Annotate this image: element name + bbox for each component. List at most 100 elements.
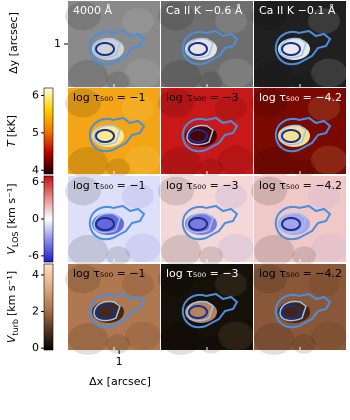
image-patch	[68, 323, 108, 355]
panel: log τ₅₀₀ = −4.2	[251, 88, 347, 179]
image-patch	[254, 60, 294, 92]
x-axis-label: Δx [arcsec]	[89, 375, 151, 388]
image-patch	[218, 58, 254, 88]
panel: 4000 Å	[65, 1, 161, 92]
image-patch	[161, 60, 201, 92]
panel: log τ₅₀₀ = −1	[65, 176, 161, 267]
image-patch	[311, 321, 347, 351]
colorbar	[43, 263, 54, 351]
colorbar-label-part: V	[5, 334, 18, 343]
image-patch	[292, 71, 316, 91]
colorbar-label-part: V	[5, 246, 18, 255]
image-patch	[218, 145, 254, 175]
panel: log τ₅₀₀ = −4.2	[251, 176, 347, 267]
image-patch	[122, 95, 154, 121]
image-patch	[215, 8, 247, 34]
image-patch	[125, 321, 161, 351]
y-axis-label: Δy [arcsec]	[7, 12, 20, 74]
panel-title: 4000 Å	[73, 4, 112, 17]
colorbar-tick-label: 0	[32, 212, 39, 225]
image-patch	[215, 183, 247, 209]
colorbar-tick-label: 6	[32, 88, 39, 101]
panels: 4000 Å Ca II K −0.6 Å Ca II K −0.1 Å log τ₅…	[65, 1, 347, 355]
colorbar	[43, 175, 54, 263]
image-patch	[65, 264, 101, 294]
colorbar-tick-label: 4	[32, 163, 39, 176]
image-patch	[292, 246, 316, 266]
y-tick-label: 1	[54, 37, 61, 50]
image-patch	[218, 233, 254, 263]
colorbar-label: T [kK]	[5, 115, 18, 147]
image-patch	[106, 246, 130, 266]
image-patch	[311, 145, 347, 175]
image-patch	[161, 235, 201, 267]
image-patch	[199, 334, 223, 354]
image-patch	[215, 271, 247, 297]
image-patch	[68, 235, 108, 267]
panel: log τ₅₀₀ = −3	[158, 176, 254, 267]
image-patch	[68, 147, 108, 179]
panel: log τ₅₀₀ = −3	[158, 88, 254, 179]
colorbar-label: Vturb [km s⁻¹]	[5, 271, 20, 343]
colorbar-tick-label: -6	[28, 249, 39, 262]
image-patch	[218, 321, 254, 351]
image-patch	[158, 176, 194, 206]
image-patch	[106, 71, 130, 91]
colorbar-label-part: turb	[11, 319, 20, 336]
image-patch	[158, 264, 194, 294]
image-patch	[292, 158, 316, 178]
colorbar-tick-label: 0	[32, 341, 39, 354]
image-patch	[251, 264, 287, 294]
image-patch	[161, 147, 201, 179]
panel-title: log τ₅₀₀ = −3	[166, 267, 239, 280]
image-patch	[125, 145, 161, 175]
image-patch	[254, 235, 294, 267]
image-patch	[199, 158, 223, 178]
colorbar-label-part: [km s⁻¹]	[5, 183, 18, 228]
panel: Ca II K −0.1 Å	[251, 1, 347, 92]
colorbar-label: VLOS [km s⁻¹]	[5, 183, 20, 254]
colorbar	[43, 87, 54, 175]
image-patch	[199, 71, 223, 91]
panel-title: log τ₅₀₀ = −3	[166, 91, 239, 104]
panel-title: log τ₅₀₀ = −4.2	[259, 179, 342, 192]
panel: log τ₅₀₀ = −1	[65, 264, 161, 355]
image-patch	[158, 1, 194, 31]
panel: log τ₅₀₀ = −1	[65, 88, 161, 179]
image-patch	[106, 158, 130, 178]
image-patch	[158, 88, 194, 118]
image-patch	[125, 233, 161, 263]
image-patch	[106, 334, 130, 354]
panel-title: Ca II K −0.6 Å	[166, 4, 243, 17]
colorbar-label-part: LOS	[11, 232, 20, 248]
panel-title: log τ₅₀₀ = −1	[73, 91, 146, 104]
colorbar-tick-label: 6	[32, 175, 39, 188]
image-patch	[122, 183, 154, 209]
image-patch	[199, 246, 223, 266]
image-patch	[122, 271, 154, 297]
colorbar-tick-label: 4	[32, 268, 39, 281]
image-patch	[308, 95, 340, 121]
panel: log τ₅₀₀ = −4.2	[251, 264, 347, 355]
colorbar-label-part: T	[5, 139, 18, 147]
colorbar-label-part: [km s⁻¹]	[5, 271, 18, 316]
image-patch	[251, 88, 287, 118]
x-tick-label: 1	[116, 355, 123, 368]
image-patch	[308, 271, 340, 297]
colorbar-tick-label: 2	[32, 305, 39, 318]
panel-title: log τ₅₀₀ = −1	[73, 267, 146, 280]
panel: log τ₅₀₀ = −3	[158, 264, 254, 355]
panel-title: log τ₅₀₀ = −3	[166, 179, 239, 192]
panel: Ca II K −0.6 Å	[158, 1, 254, 92]
image-patch	[308, 8, 340, 34]
panel-title: Ca II K −0.1 Å	[259, 4, 336, 17]
image-patch	[254, 147, 294, 179]
image-patch	[161, 323, 201, 355]
image-patch	[65, 1, 101, 31]
panel-title: log τ₅₀₀ = −4.2	[259, 91, 342, 104]
image-patch	[251, 1, 287, 31]
image-patch	[68, 60, 108, 92]
image-patch	[65, 88, 101, 118]
image-patch	[254, 323, 294, 355]
